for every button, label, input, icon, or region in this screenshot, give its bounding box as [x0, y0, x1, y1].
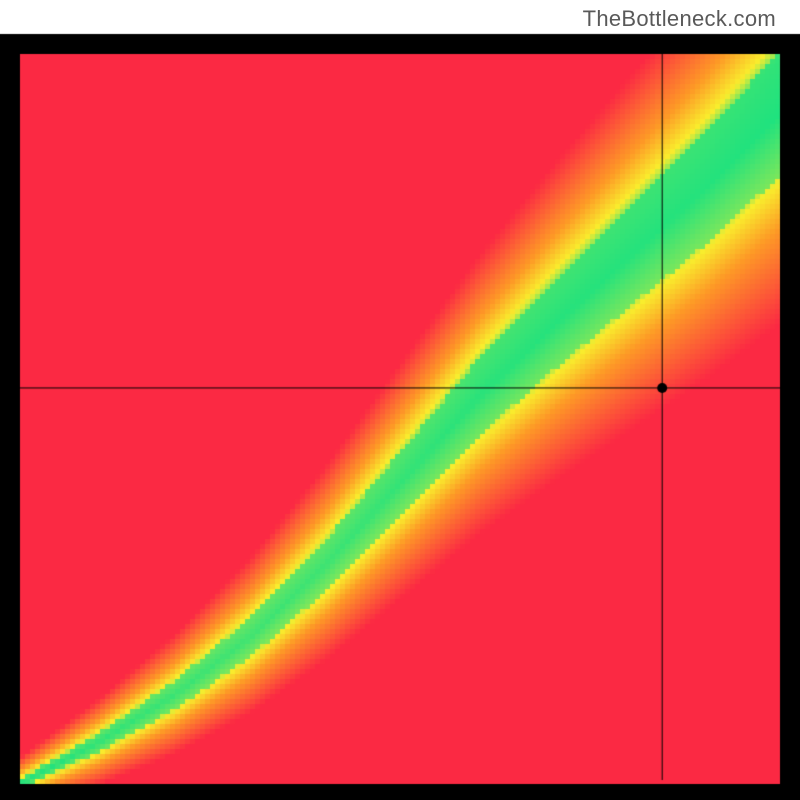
bottleneck-heatmap	[0, 0, 800, 800]
watermark-text: TheBottleneck.com	[583, 6, 776, 32]
chart-container: TheBottleneck.com	[0, 0, 800, 800]
